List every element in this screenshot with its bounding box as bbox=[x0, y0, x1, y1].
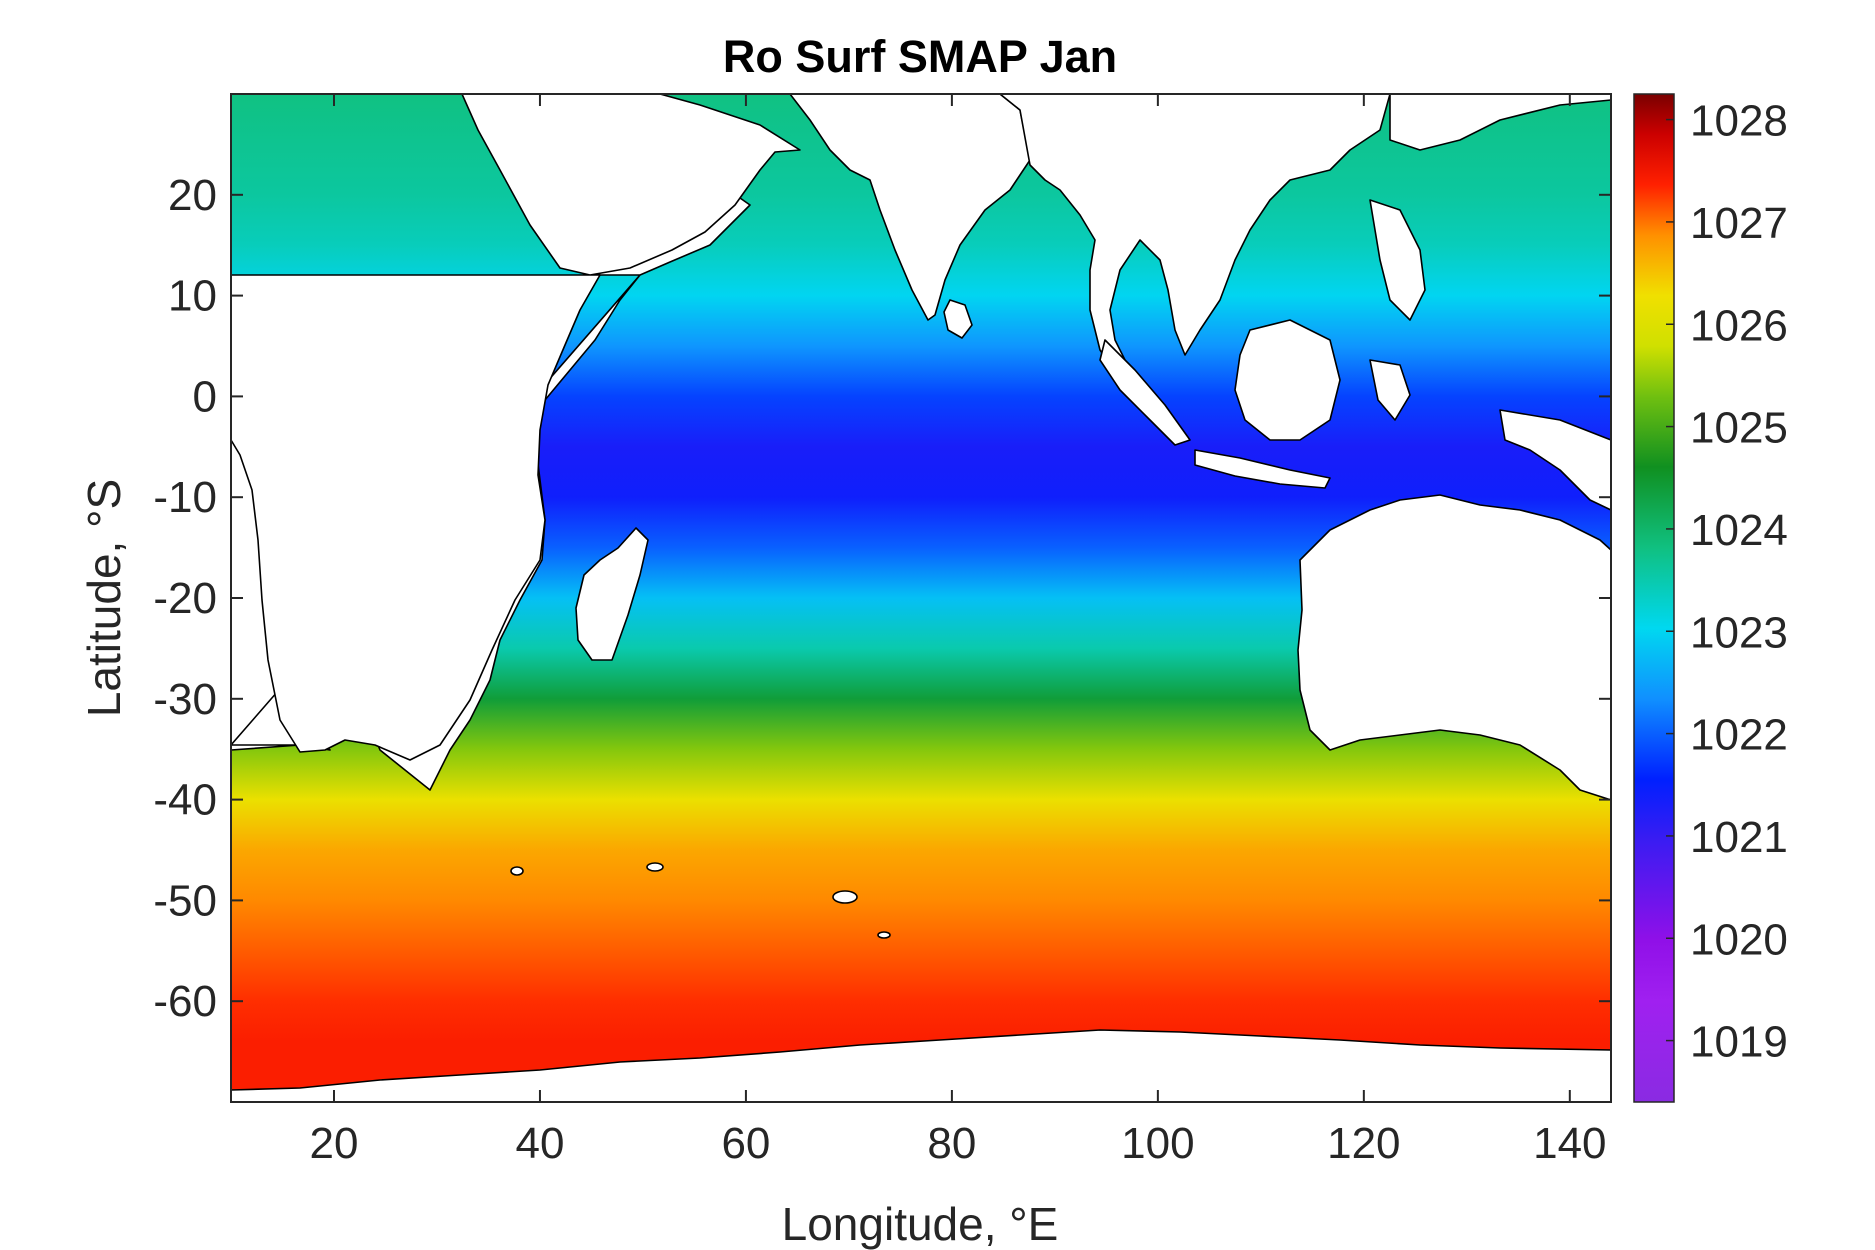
colorbar-tick-label: 1019 bbox=[1690, 1018, 1788, 1067]
x-tick-label: 140 bbox=[1533, 1119, 1606, 1168]
chart-title: Ro Surf SMAP Jan bbox=[723, 31, 1117, 82]
x-tick-label: 40 bbox=[515, 1119, 564, 1168]
y-tick-label: -10 bbox=[153, 473, 217, 522]
colorbar-ticks: 1019 1020 1021 1022 1023 1024 1025 1026 1027 1028 bbox=[1666, 97, 1788, 1067]
land-crozet bbox=[646, 862, 664, 872]
y-tick-label: -50 bbox=[153, 876, 217, 925]
x-tick-label: 20 bbox=[310, 1119, 359, 1168]
plot-area bbox=[230, 93, 1612, 1103]
y-tick-label: -20 bbox=[153, 574, 217, 623]
x-tick-label: 80 bbox=[927, 1119, 976, 1168]
colorbar-tick-label: 1022 bbox=[1690, 711, 1788, 760]
land-eastasia bbox=[1389, 94, 1611, 151]
y-tick-label: 0 bbox=[193, 372, 217, 421]
land-sumatra bbox=[1099, 339, 1191, 446]
colorbar-tick-label: 1025 bbox=[1690, 404, 1788, 453]
y-axis-label: Latitude, °S bbox=[78, 479, 130, 717]
land-africa-body bbox=[231, 94, 801, 761]
x-tick-label: 60 bbox=[721, 1119, 770, 1168]
y-tick-label: -40 bbox=[153, 776, 217, 825]
land-madagascar bbox=[575, 527, 649, 661]
colorbar-tick-label: 1020 bbox=[1690, 915, 1788, 964]
land-heard bbox=[877, 931, 891, 939]
colorbar-tick-label: 1024 bbox=[1690, 506, 1788, 555]
land-australia bbox=[1297, 494, 1611, 801]
y-tick-label: 20 bbox=[168, 171, 217, 220]
land-newguinea bbox=[1499, 409, 1611, 511]
x-axis: 20 40 60 80 100 120 140 bbox=[310, 94, 1607, 1168]
colorbar-tick-label: 1027 bbox=[1690, 199, 1788, 248]
land-borneo bbox=[1234, 319, 1341, 441]
colorbar-gradient bbox=[1633, 93, 1675, 1103]
land-philippines bbox=[1369, 199, 1426, 321]
land-marion bbox=[510, 866, 524, 876]
land-srilanka bbox=[943, 299, 973, 339]
y-tick-label: -60 bbox=[153, 977, 217, 1026]
colorbar-tick-label: 1028 bbox=[1690, 97, 1788, 146]
colorbar: 1019 1020 1021 1022 1023 1024 1025 1026 1027 1028 bbox=[1633, 93, 1788, 1103]
y-tick-label: 10 bbox=[168, 272, 217, 321]
x-tick-label: 100 bbox=[1121, 1119, 1194, 1168]
colorbar-tick-label: 1021 bbox=[1690, 813, 1788, 862]
x-axis-label: Longitude, °E bbox=[782, 1198, 1059, 1250]
land-java bbox=[1194, 449, 1331, 489]
land-kerguelen bbox=[832, 890, 858, 904]
y-axis: 20 10 0 -10 -20 -30 -40 -50 -60 bbox=[153, 171, 1611, 1026]
land-seasia bbox=[999, 94, 1391, 396]
colorbar-tick-label: 1026 bbox=[1690, 301, 1788, 350]
land-antarctica bbox=[231, 1029, 1611, 1102]
land-masks bbox=[231, 94, 1611, 1102]
colorbar-tick-label: 1023 bbox=[1690, 608, 1788, 657]
land-sulawesi bbox=[1369, 359, 1411, 421]
x-tick-label: 120 bbox=[1327, 1119, 1400, 1168]
y-tick-label: -30 bbox=[153, 675, 217, 724]
